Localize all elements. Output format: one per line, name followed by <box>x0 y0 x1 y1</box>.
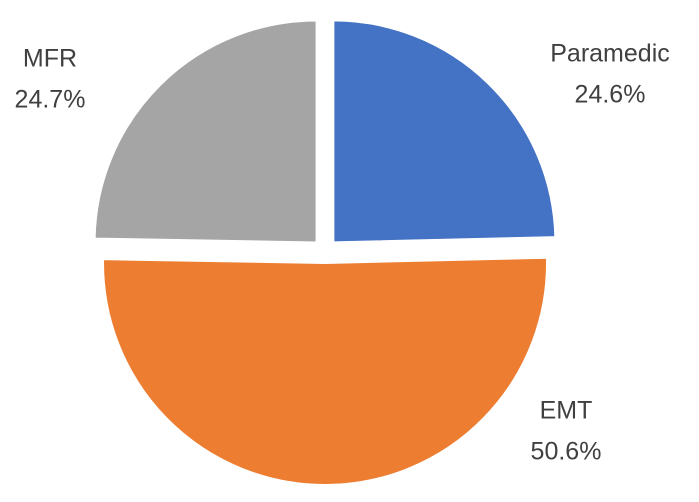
pie-slice <box>332 19 557 244</box>
slice-value-label: 50.6% <box>531 438 602 466</box>
pie-slice <box>93 19 318 244</box>
pie-slice <box>102 256 548 486</box>
slice-value-label: 24.6% <box>575 81 646 109</box>
slice-value-label: 24.7% <box>15 86 86 114</box>
slice-label: EMT <box>540 397 593 425</box>
slice-label: MFR <box>23 45 77 73</box>
slice-label: Paramedic <box>550 40 670 68</box>
